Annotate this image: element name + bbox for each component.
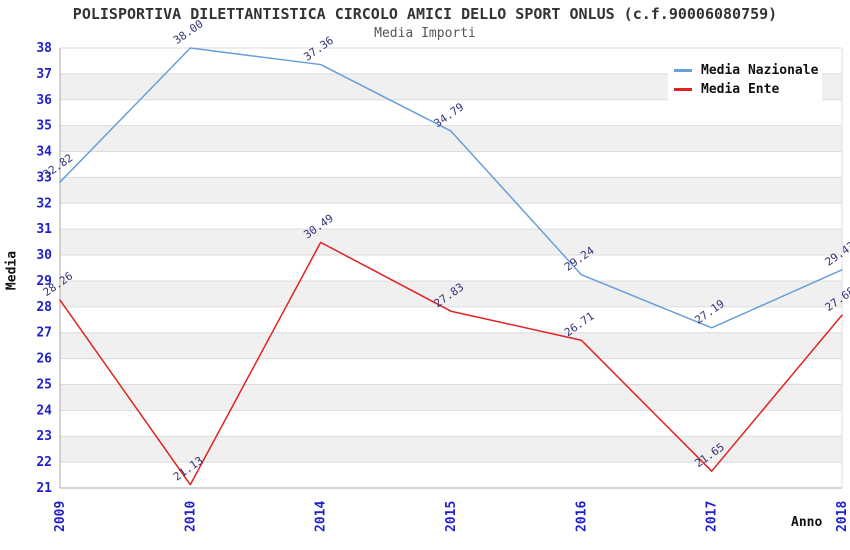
y-tick-label: 31 [36, 222, 52, 237]
y-tick-label: 33 [36, 170, 52, 185]
x-tick-label: 2017 [705, 501, 720, 532]
plot-band [60, 125, 842, 152]
media-ente-line [59, 241, 843, 486]
x-tick-label: 2018 [835, 501, 850, 532]
plot-band [60, 384, 842, 411]
x-tick-label: 2010 [183, 501, 198, 532]
y-tick-label: 27 [36, 326, 52, 341]
y-tick-label: 30 [36, 248, 52, 263]
media-nazionale-line [59, 47, 843, 329]
media-ente-line-swatch [674, 88, 692, 91]
y-tick-label: 23 [36, 429, 52, 444]
x-tick-label: 2016 [574, 501, 589, 532]
legend: Media Nazionale Media Ente [668, 56, 822, 104]
plot-band [60, 229, 842, 256]
legend-item-media-nazionale: Media Nazionale [672, 61, 818, 80]
legend-label-media-nazionale: Media Nazionale [701, 63, 819, 78]
y-tick-label: 22 [36, 455, 52, 470]
chart-subtitle: Media Importi [374, 26, 476, 41]
y-tick-label: 34 [36, 145, 52, 160]
y-tick-label: 37 [36, 67, 52, 82]
plot-band [60, 436, 842, 463]
legend-label-media-ente: Media Ente [701, 82, 780, 97]
y-tick-label: 24 [36, 403, 52, 418]
y-tick-label: 28 [36, 300, 52, 315]
plot-band [60, 332, 842, 359]
y-tick-label: 32 [36, 196, 52, 211]
x-tick-label: 2014 [314, 501, 329, 532]
legend-item-media-ente: Media Ente [672, 80, 818, 99]
plot-band [60, 177, 842, 204]
value-label: 37.36 [301, 34, 336, 64]
y-tick-label: 29 [36, 274, 52, 289]
y-tick-label: 38 [36, 41, 52, 56]
y-tick-label: 35 [36, 119, 52, 134]
chart-title: POLISPORTIVA DILETTANTISTICA CIRCOLO AMI… [72, 5, 778, 23]
value-label: 38.00 [171, 17, 206, 47]
media-nazionale-line-swatch [674, 69, 692, 72]
y-tick-label: 26 [36, 352, 52, 367]
y-axis-title: Media [4, 250, 20, 291]
x-tick-label: 2015 [444, 501, 459, 532]
y-tick-label: 36 [36, 93, 52, 108]
y-tick-label: 25 [36, 377, 52, 392]
x-tick-label: 2009 [53, 501, 68, 532]
plot-band [60, 280, 842, 307]
x-axis-title: Anno [791, 515, 823, 530]
y-tick-label: 21 [36, 481, 52, 496]
